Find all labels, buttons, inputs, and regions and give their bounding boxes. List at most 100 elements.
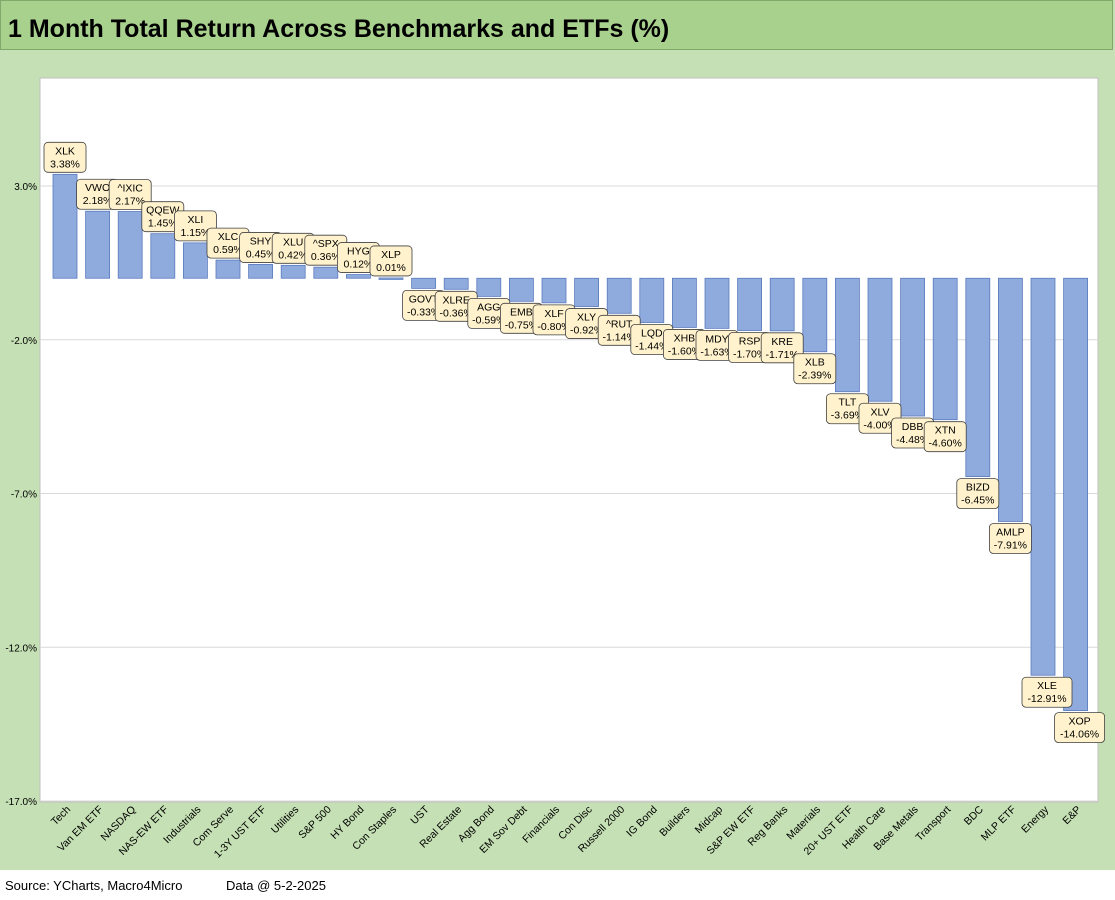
data-label-box	[173, 210, 217, 242]
data-label-ticker: XLB	[805, 357, 825, 369]
data-label-ticker: XOP	[1069, 716, 1091, 728]
bar	[150, 233, 176, 279]
bar-chart: 3.0%-2.0%-7.0%-12.0%-17.0% XLK3.38%VWO2.…	[5, 77, 1105, 861]
bar	[639, 277, 665, 323]
data-label-box	[369, 245, 413, 277]
data-label-ticker: XLE	[1037, 680, 1057, 692]
data-label-value: 0.59%	[213, 244, 243, 256]
y-tick-label: -12.0%	[5, 643, 37, 654]
data-label-value: 0.42%	[278, 249, 308, 261]
data-label-box	[989, 523, 1032, 554]
y-tick-label: -17.0%	[5, 797, 37, 808]
x-tick-label: Builders	[657, 804, 692, 839]
bar	[737, 277, 762, 331]
data-label-ticker: XLV	[870, 406, 889, 418]
data-label-ticker: XLC	[218, 231, 239, 243]
bar	[378, 277, 404, 280]
data-label: EMB-0.75%	[499, 302, 543, 334]
data-label-value: -0.75%	[505, 319, 538, 331]
data-label: DBB-4.48%	[891, 417, 934, 449]
data-label-ticker: XHB	[674, 332, 696, 344]
bar	[280, 264, 306, 279]
data-label-value: -14.06%	[1060, 729, 1099, 741]
chart-title: 1 Month Total Return Across Benchmarks a…	[8, 15, 670, 43]
bar	[85, 210, 110, 279]
data-label-value: -4.60%	[929, 438, 962, 450]
data-label: TLT-3.69%	[826, 393, 869, 425]
data-label-value: -7.91%	[994, 539, 1027, 551]
x-tick-label: MLP ETF	[979, 804, 1019, 844]
data-label-box	[1021, 676, 1073, 708]
y-tick-label: -7.0%	[11, 490, 37, 501]
data-label-box	[923, 421, 967, 453]
data-label-ticker: XLU	[283, 236, 303, 248]
bar	[965, 277, 991, 477]
data-label-value: -1.44%	[635, 341, 668, 353]
x-tick-label: IG Bond	[624, 804, 660, 840]
bar	[541, 277, 567, 304]
data-label-box	[1054, 712, 1105, 743]
y-axis-ticks: 3.0% -2.0% -7.0% -12.0% -17.0%	[5, 182, 37, 808]
data-label-value: 1.15%	[181, 227, 211, 239]
data-label-ticker: KRE	[771, 336, 793, 348]
bar	[117, 211, 143, 279]
data-label-value: 0.45%	[246, 248, 276, 260]
bar	[1063, 277, 1088, 711]
data-label: XLV-4.00%	[858, 402, 902, 434]
source-note: Source: YCharts, Macro4Micro	[5, 878, 183, 893]
bar	[248, 264, 274, 279]
data-label-value: 0.12%	[344, 259, 374, 271]
bar	[508, 277, 534, 302]
data-label-value: -0.80%	[537, 321, 570, 333]
bar	[215, 259, 241, 279]
data-label: KRE-1.71%	[760, 332, 804, 364]
bar	[932, 277, 958, 421]
data-label-ticker: XLP	[381, 249, 401, 261]
data-label-value: -0.33%	[407, 306, 440, 318]
bar	[443, 277, 469, 290]
y-tick-label: 3.0%	[14, 182, 37, 193]
data-label-ticker: AMLP	[996, 526, 1025, 538]
bar	[672, 277, 697, 328]
data-label-value: 0.01%	[376, 262, 406, 274]
data-label-ticker: QQEW	[146, 205, 179, 217]
bar	[476, 277, 502, 297]
data-label-ticker: EMB	[510, 306, 533, 318]
x-tick-label: E&P	[1060, 804, 1083, 827]
bar	[1030, 277, 1056, 676]
bar	[345, 274, 371, 279]
x-tick-label: UST	[408, 803, 432, 827]
data-label-value: 0.36%	[311, 251, 341, 263]
data-label-box	[760, 332, 804, 364]
data-label-value: 3.38%	[50, 158, 80, 170]
data-label-box	[43, 141, 87, 173]
bar	[998, 277, 1023, 522]
bar	[802, 277, 828, 353]
data-label: XHB-1.60%	[663, 329, 706, 360]
data-label: MDY-1.63%	[695, 329, 739, 361]
x-tick-label: S&P 500	[296, 804, 334, 842]
data-label-value: 2.18%	[83, 195, 113, 207]
bar	[574, 277, 599, 307]
data-label: XLE-12.91%	[1021, 676, 1073, 708]
bar	[606, 277, 632, 314]
data-label-value: -1.71%	[766, 349, 799, 361]
data-label-value: -1.70%	[733, 349, 766, 361]
data-label-ticker: DBB	[902, 421, 924, 433]
data-label: XTN-4.60%	[923, 421, 967, 453]
data-label: BIZD-6.45%	[956, 478, 1000, 509]
data-label-ticker: BIZD	[966, 482, 990, 494]
bar	[52, 173, 78, 279]
data-label-box	[108, 179, 152, 210]
data-label-value: -12.91%	[1027, 693, 1066, 705]
bar	[313, 266, 339, 279]
data-label-value: -6.45%	[961, 495, 994, 507]
bar	[867, 277, 893, 402]
